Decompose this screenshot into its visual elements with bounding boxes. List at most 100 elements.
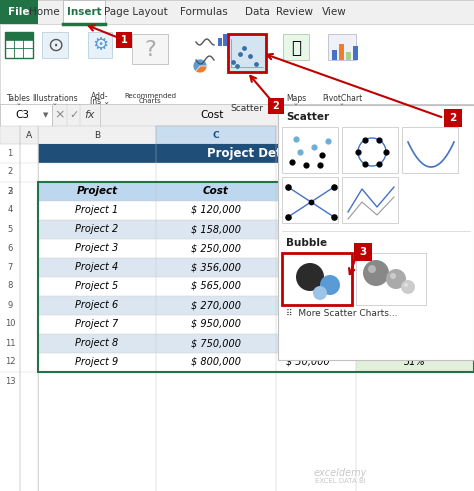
Text: 10: 10	[5, 320, 15, 328]
Circle shape	[363, 260, 389, 286]
FancyBboxPatch shape	[346, 52, 351, 60]
FancyBboxPatch shape	[356, 253, 426, 305]
Text: C: C	[213, 131, 219, 139]
FancyBboxPatch shape	[38, 277, 474, 296]
FancyBboxPatch shape	[278, 105, 474, 360]
Point	[229, 58, 237, 66]
Point	[361, 160, 369, 168]
Point	[330, 213, 338, 221]
Text: ⌄: ⌄	[52, 100, 58, 106]
FancyBboxPatch shape	[354, 243, 372, 261]
Text: 7: 7	[7, 263, 13, 272]
FancyBboxPatch shape	[38, 258, 474, 277]
Text: 1: 1	[120, 35, 128, 45]
Text: Scatter: Scatter	[286, 112, 329, 122]
Text: PivotChart: PivotChart	[322, 93, 362, 103]
FancyBboxPatch shape	[268, 98, 284, 114]
FancyBboxPatch shape	[356, 353, 474, 372]
Text: 3: 3	[359, 247, 366, 257]
Text: ⌄: ⌄	[339, 100, 345, 106]
Circle shape	[386, 269, 406, 289]
FancyBboxPatch shape	[233, 36, 237, 46]
FancyBboxPatch shape	[0, 24, 474, 104]
Text: View: View	[322, 7, 346, 17]
Point	[316, 161, 324, 169]
Text: $ 565,000: $ 565,000	[191, 281, 241, 291]
Text: 2: 2	[8, 187, 13, 195]
Circle shape	[313, 286, 327, 300]
Text: 5: 5	[8, 224, 13, 234]
Text: ▼: ▼	[43, 112, 49, 118]
Text: $ 158,000: $ 158,000	[191, 224, 241, 234]
FancyBboxPatch shape	[342, 127, 398, 173]
Text: 1: 1	[8, 148, 13, 158]
FancyBboxPatch shape	[38, 315, 474, 334]
Text: $ 3,5: $ 3,5	[286, 205, 311, 215]
FancyBboxPatch shape	[356, 315, 474, 334]
Text: Project 8: Project 8	[75, 338, 118, 348]
FancyBboxPatch shape	[42, 32, 68, 58]
FancyBboxPatch shape	[38, 144, 474, 163]
FancyBboxPatch shape	[38, 182, 474, 201]
Text: ⚙: ⚙	[92, 36, 108, 54]
Text: Cost: Cost	[203, 186, 229, 196]
Text: $ 750,000: $ 750,000	[191, 338, 241, 348]
Text: Project 4: Project 4	[75, 262, 118, 272]
Text: 25%: 25%	[404, 338, 426, 348]
Point	[375, 136, 383, 144]
Point	[284, 183, 292, 191]
FancyBboxPatch shape	[228, 40, 232, 46]
FancyBboxPatch shape	[38, 353, 474, 372]
FancyBboxPatch shape	[156, 126, 276, 144]
Text: Project 7: Project 7	[75, 319, 118, 329]
Text: A: A	[26, 131, 32, 139]
Text: $ 800,000: $ 800,000	[191, 357, 241, 367]
FancyBboxPatch shape	[63, 0, 105, 24]
FancyBboxPatch shape	[332, 50, 337, 60]
Point	[354, 148, 362, 156]
Point	[236, 50, 244, 58]
FancyBboxPatch shape	[38, 201, 474, 220]
FancyBboxPatch shape	[282, 177, 338, 223]
FancyBboxPatch shape	[444, 109, 462, 127]
Point	[252, 60, 260, 68]
Text: Scatter: Scatter	[230, 104, 264, 112]
Point	[292, 135, 300, 143]
Text: Illustrations: Illustrations	[32, 93, 78, 103]
FancyBboxPatch shape	[88, 32, 112, 58]
Text: ⌄: ⌄	[16, 100, 22, 106]
Text: Home: Home	[29, 7, 59, 17]
Text: 3: 3	[7, 187, 13, 195]
Point	[246, 52, 254, 60]
Text: Add-: Add-	[91, 91, 109, 101]
Text: 11: 11	[5, 338, 15, 348]
Text: ×: ×	[55, 109, 65, 121]
FancyBboxPatch shape	[218, 38, 222, 46]
FancyBboxPatch shape	[5, 32, 33, 40]
FancyBboxPatch shape	[0, 0, 38, 24]
Circle shape	[320, 275, 340, 295]
Point	[307, 198, 315, 206]
Point	[330, 183, 338, 191]
Text: C3: C3	[15, 110, 29, 120]
Text: Cost: Cost	[200, 110, 223, 120]
Text: Recommended: Recommended	[124, 93, 176, 99]
Text: $ 2,1: $ 2,1	[286, 243, 311, 253]
Text: Page Layout: Page Layout	[104, 7, 168, 17]
Text: $ 356,000: $ 356,000	[191, 262, 241, 272]
FancyBboxPatch shape	[0, 104, 52, 126]
FancyBboxPatch shape	[282, 127, 338, 173]
Text: Bubble: Bubble	[286, 238, 327, 248]
Text: 6: 6	[7, 244, 13, 252]
Text: D: D	[312, 131, 319, 139]
Text: Project 5: Project 5	[75, 281, 118, 291]
FancyBboxPatch shape	[38, 220, 474, 239]
Point	[288, 158, 296, 166]
Point	[233, 62, 241, 70]
Text: $ 270,000: $ 270,000	[191, 300, 241, 310]
Text: ?: ?	[144, 40, 156, 60]
Text: $ 21,250: $ 21,250	[286, 338, 330, 348]
FancyBboxPatch shape	[356, 334, 474, 353]
FancyBboxPatch shape	[0, 104, 474, 126]
Text: $ 7,000: $ 7,000	[286, 300, 323, 310]
